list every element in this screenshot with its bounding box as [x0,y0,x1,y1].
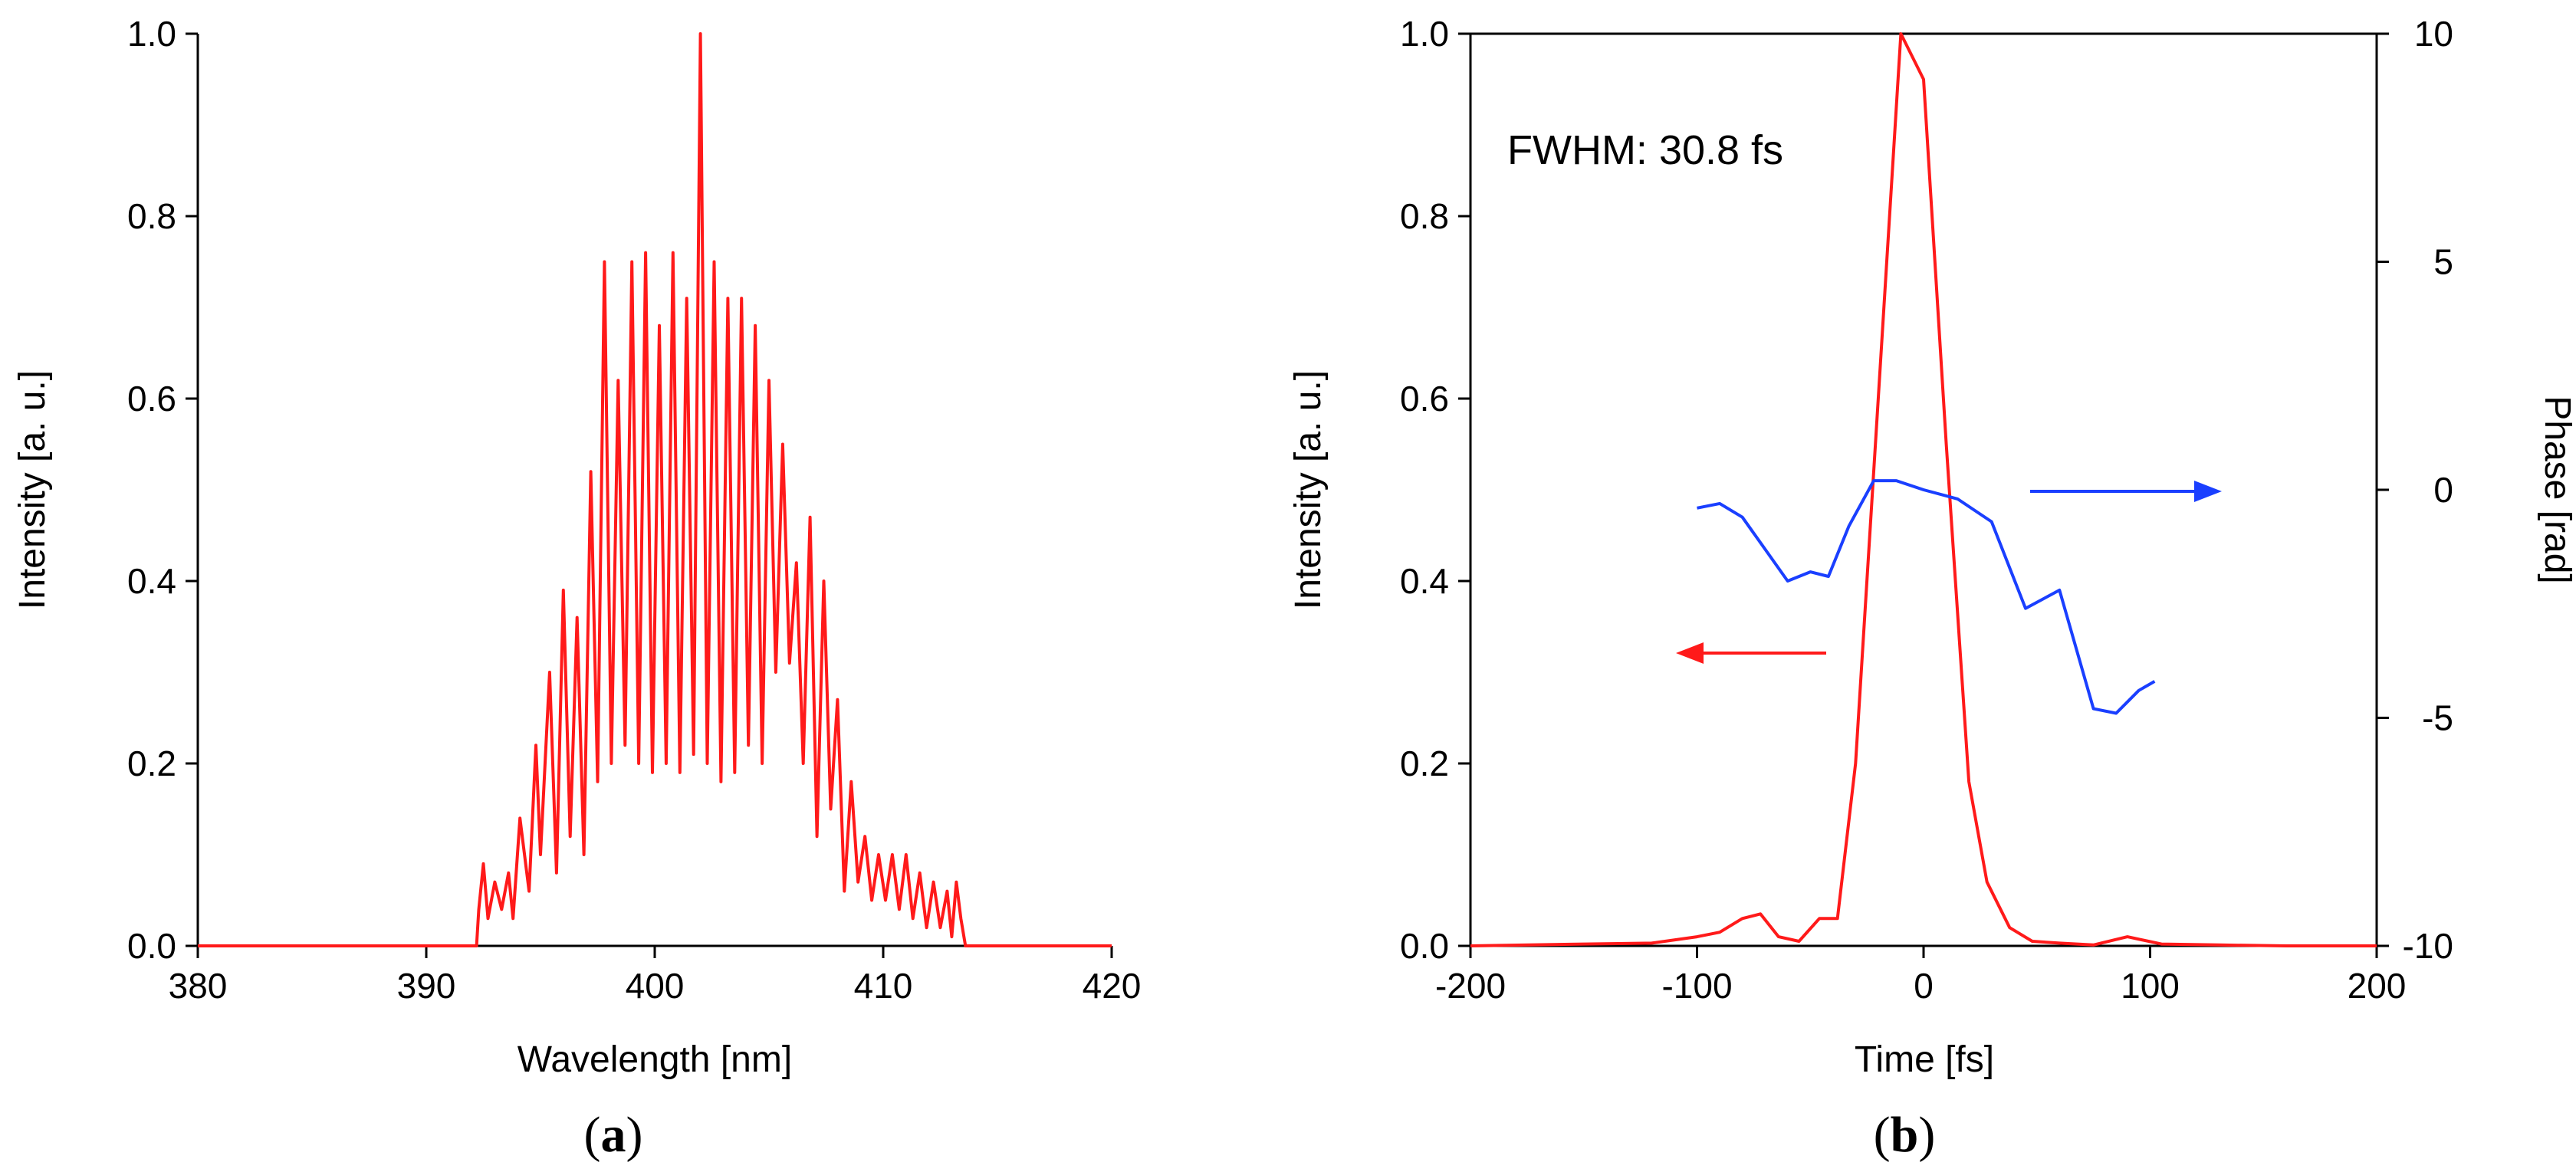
panel-b-phase-axis-arrow [2030,481,2222,502]
panel-b-x-tick-label-1: -100 [1661,966,1732,1006]
panel-a-x-tick-label-0: 380 [169,966,228,1006]
panel-a-y-axis-title: Intensity [a. u.] [12,370,53,609]
panel-a-plot-frame [198,34,1112,946]
panel-a-x-axis-title: Wavelength [nm] [518,1039,792,1080]
panel-b-y2-tick-label-1: -5 [2422,698,2453,738]
panel-a-y-tick-label-5: 1.0 [127,14,176,54]
panel-a-letter: a [601,1107,626,1163]
panel-a-x-tick-label-3: 410 [854,966,913,1006]
panel-a-y-tick-label-4: 0.8 [127,196,176,236]
panel-a-x-ticks: 380 390 400 410 420 [169,946,1142,1006]
panel-b-y-tick-label-0: 0.0 [1400,926,1449,966]
panel-a-y-tick-label-1: 0.2 [127,744,176,783]
panel-b-y-tick-label-3: 0.6 [1400,379,1449,419]
panel-a-spectrum-line [198,32,1112,947]
panel-a-label: (a) [584,1107,643,1163]
panel-b-y-ticks: 0.0 0.2 0.4 0.6 0.8 1.0 [1400,14,1470,966]
panel-b-fwhm-annotation: FWHM: 30.8 fs [1507,127,1783,173]
panel-a: 380 390 400 410 420 0.0 0.2 0.4 0.6 0.8 1.0 Wavel… [12,14,1141,1163]
panel-b-y-tick-label-4: 0.8 [1400,196,1449,236]
panel-b-y-tick-label-2: 0.4 [1400,561,1449,601]
panel-b-y-tick-label-5: 1.0 [1400,14,1449,54]
panel-b-x-tick-label-3: 100 [2121,966,2180,1006]
panel-a-y-tick-label-3: 0.6 [127,379,176,419]
panel-b-phase-line [1697,479,2156,715]
panel-b-x-tick-label-0: -200 [1435,966,1506,1006]
panel-b-y-tick-label-1: 0.2 [1400,744,1449,783]
panel-b-y2-tick-label-2: 0 [2433,470,2453,510]
panel-a-y-tick-label-2: 0.4 [127,561,176,601]
panel-b-y2-tick-label-0: -10 [2403,926,2453,966]
panel-b-y2-tick-label-4: 10 [2414,14,2453,54]
panel-b-label: (b) [1874,1107,1936,1163]
panel-b-x-axis-title: Time [fs] [1855,1039,1994,1080]
panel-a-x-tick-label-1: 390 [397,966,456,1006]
panel-b-x-tick-label-2: 0 [1914,966,1934,1006]
panel-a-y-ticks: 0.0 0.2 0.4 0.6 0.8 1.0 [127,14,198,966]
panel-b-intensity-axis-arrow [1676,642,1826,664]
panel-b-x-tick-label-4: 200 [2348,966,2407,1006]
panel-a-y-tick-label-0: 0.0 [127,926,176,966]
panel-a-x-tick-label-2: 400 [626,966,685,1006]
panel-b-y2-tick-label-3: 5 [2433,242,2453,282]
panel-b: -200 -100 0 100 200 0.00.20.40.60.81.0 -10-5… [1288,14,2576,1163]
panel-b-intensity-line [1470,32,2377,947]
panel-b-y2-ticks: -10 -5 0 5 10 [2377,14,2453,966]
panel-a-x-tick-label-4: 420 [1083,966,1142,1006]
panel-b-y2-axis-title: Phase [rad] [2537,396,2576,583]
panel-b-y-axis-title: Intensity [a. u.] [1288,370,1329,609]
panel-b-x-ticks: -200 -100 0 100 200 [1435,946,2406,1006]
panel-b-letter: b [1891,1107,1919,1163]
